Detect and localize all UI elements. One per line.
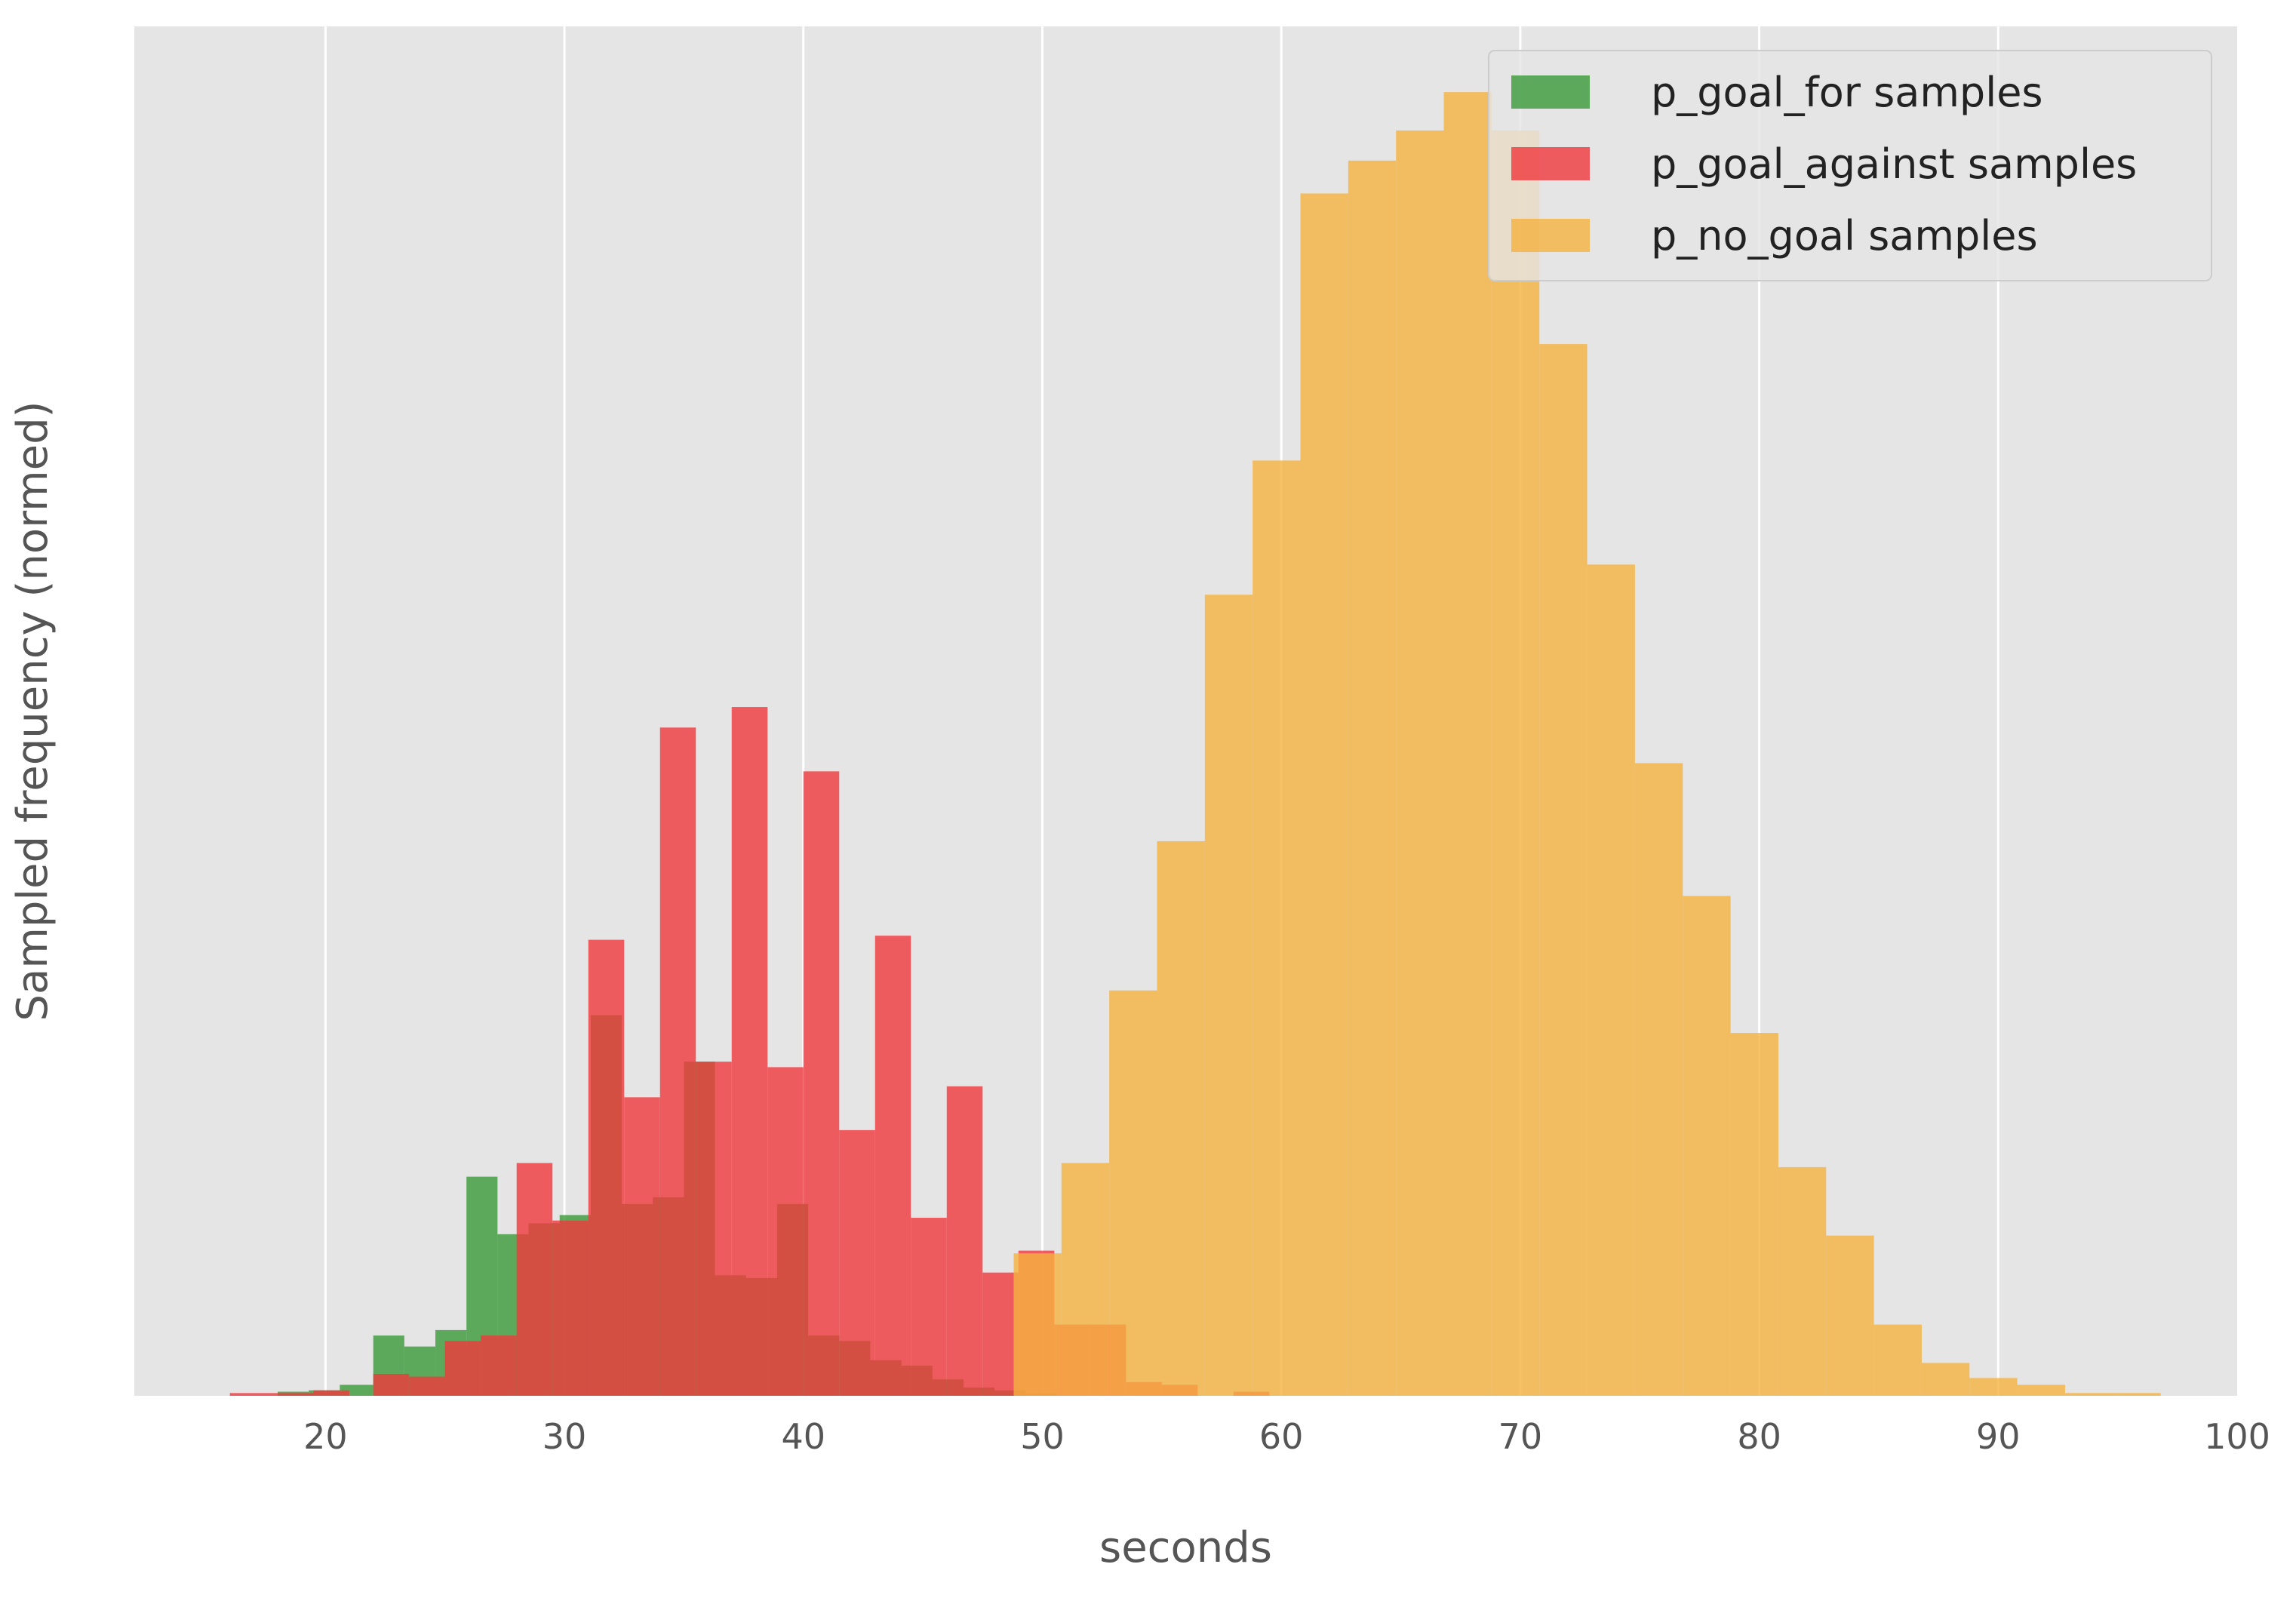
histogram-bar [1300, 193, 1348, 1397]
histogram-bar [1253, 460, 1301, 1396]
histogram-bar [313, 1390, 350, 1396]
x-tick-label: 90 [1976, 1416, 2021, 1457]
histogram-bar [1396, 130, 1444, 1397]
histogram-bar [229, 1393, 278, 1396]
legend-box [1488, 50, 2212, 281]
legend-swatch [1511, 75, 1590, 109]
histogram-bar [516, 1163, 553, 1396]
x-tick-label: 50 [1020, 1416, 1065, 1457]
histogram-bar [1826, 1235, 1874, 1396]
histogram-bars [229, 92, 2161, 1397]
histogram-bar [1109, 990, 1157, 1396]
histogram-bar [1491, 130, 1540, 1397]
histogram-bar [2064, 1393, 2113, 1396]
histogram-bar [1921, 1363, 1970, 1396]
histogram-bar [1778, 1166, 1827, 1396]
histogram-bar [1204, 595, 1253, 1396]
histogram-bar [1587, 564, 1635, 1397]
histogram-bar [278, 1393, 314, 1396]
histogram-bar [911, 1218, 947, 1396]
histogram-bar [1969, 1378, 2018, 1396]
y-axis-label: Sampled frequency (normed) [8, 401, 57, 1021]
histogram-bar [409, 1376, 445, 1396]
legend-swatch [1511, 147, 1590, 180]
legend-label: p_goal_for samples [1651, 69, 2043, 116]
histogram-bar [696, 1062, 732, 1396]
histogram-bar [1157, 840, 1205, 1396]
histogram-bar [2017, 1384, 2065, 1396]
x-tick-label: 20 [303, 1416, 348, 1457]
x-tick-labels: 20 30 40 50 60 70 80 90 100 [303, 1416, 2270, 1457]
histogram-bar [1013, 1253, 1062, 1396]
histogram-bar [624, 1097, 660, 1396]
histogram-bar [2113, 1393, 2161, 1396]
histogram-bar [731, 707, 768, 1396]
legend-swatch [1511, 219, 1590, 252]
legend-label: p_goal_against samples [1651, 140, 2137, 188]
histogram-bar [1873, 1324, 1922, 1396]
series-3 [1013, 92, 2161, 1397]
histogram-bar [481, 1335, 517, 1396]
legend: p_goal_for samples p_goal_against samples… [1488, 50, 2212, 281]
histogram-bar [1061, 1163, 1110, 1396]
histogram-bar [1443, 92, 1492, 1397]
x-tick-label: 40 [781, 1416, 825, 1457]
histogram-bar [946, 1086, 983, 1396]
histogram-bar [1539, 344, 1588, 1397]
x-tick-label: 60 [1259, 1416, 1304, 1457]
x-axis-label: seconds [1099, 1523, 1272, 1572]
x-tick-label: 30 [542, 1416, 587, 1457]
x-tick-label: 100 [2204, 1416, 2270, 1457]
x-tick-label: 80 [1737, 1416, 1781, 1457]
histogram-bar [1348, 160, 1397, 1396]
histogram-bar [767, 1067, 804, 1396]
histogram-bar [1730, 1033, 1778, 1396]
histogram-bar [982, 1272, 1019, 1396]
series-2 [229, 707, 1270, 1396]
legend-label: p_no_goal samples [1651, 212, 2038, 260]
histogram-bar [588, 939, 625, 1396]
histogram-bar [373, 1373, 410, 1396]
x-tick-label: 70 [1498, 1416, 1543, 1457]
histogram-bar [552, 1220, 589, 1396]
histogram-bar [803, 771, 840, 1396]
histogram-bar [1683, 896, 1731, 1396]
histogram-bar [874, 936, 911, 1396]
histogram-bar [444, 1341, 481, 1396]
histogram-bar [839, 1129, 875, 1396]
histogram-bar [659, 727, 696, 1396]
histogram-bar [1634, 763, 1683, 1396]
